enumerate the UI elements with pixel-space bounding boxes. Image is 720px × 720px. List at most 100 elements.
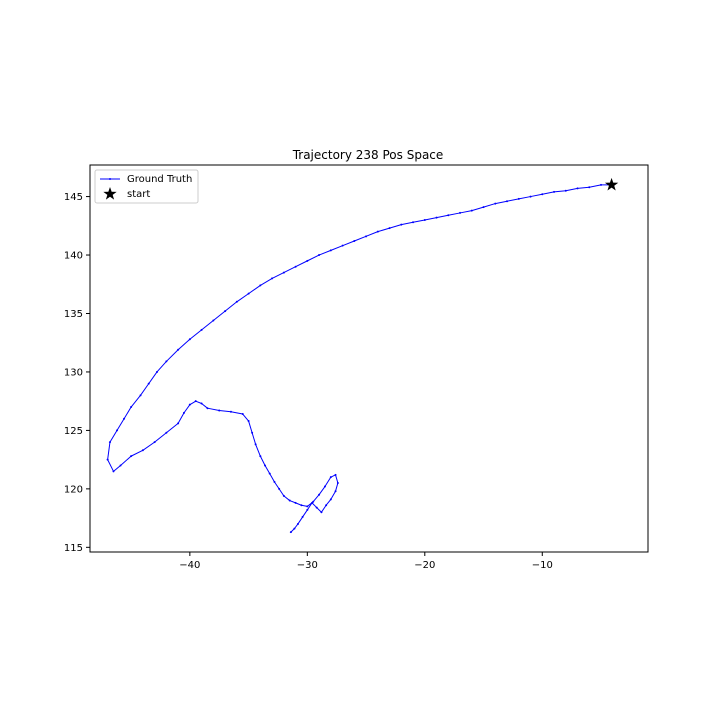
series-point xyxy=(296,522,299,525)
series-point xyxy=(212,319,215,322)
series-point xyxy=(353,239,356,242)
series-point xyxy=(288,499,291,502)
series-point xyxy=(553,190,556,193)
series-point xyxy=(529,195,532,198)
series-point xyxy=(325,504,328,507)
x-tick-label: −30 xyxy=(297,560,318,571)
series-point xyxy=(271,277,274,280)
series-point xyxy=(320,511,323,514)
y-tick-label: 115 xyxy=(64,543,83,554)
series-point xyxy=(188,403,191,406)
series-point xyxy=(334,473,337,476)
series-point xyxy=(365,235,368,238)
series-point xyxy=(588,186,591,189)
series-point xyxy=(576,187,579,190)
series-point xyxy=(315,506,318,509)
series-layer xyxy=(106,177,619,534)
x-tick-label: −40 xyxy=(179,560,200,571)
series-point xyxy=(218,409,221,412)
y-tick-label: 145 xyxy=(64,192,83,203)
series-point xyxy=(259,284,262,287)
series-point xyxy=(139,394,142,397)
series-point xyxy=(106,458,109,461)
series-point xyxy=(294,265,297,268)
series-point xyxy=(273,480,276,483)
series-point xyxy=(247,420,250,423)
series-point xyxy=(177,348,180,351)
series-point xyxy=(224,310,227,313)
series-point xyxy=(301,515,304,518)
series-point xyxy=(600,183,603,186)
series-point xyxy=(564,189,567,192)
series-point xyxy=(494,202,497,205)
series-point xyxy=(329,476,332,479)
series-point xyxy=(323,485,326,488)
series-point xyxy=(282,271,285,274)
series-point xyxy=(482,206,485,209)
series-point xyxy=(294,501,297,504)
x-tick-label: −20 xyxy=(414,560,435,571)
series-point xyxy=(119,464,122,467)
x-tick-label: −10 xyxy=(532,560,553,571)
plot-frame xyxy=(89,164,649,553)
series-point xyxy=(376,230,379,233)
legend-box xyxy=(94,169,199,204)
y-axis-ticks: 115 120 125 130 135 140 145 xyxy=(64,192,90,554)
series-point xyxy=(329,498,332,501)
start-marker xyxy=(604,177,619,191)
series-point xyxy=(318,254,321,257)
y-tick-label: 130 xyxy=(64,367,83,378)
series-point xyxy=(200,328,203,331)
series-point xyxy=(182,411,185,414)
series-point xyxy=(388,227,391,230)
series-point xyxy=(241,413,244,416)
series-point xyxy=(116,429,119,432)
series-point xyxy=(123,417,126,420)
x-axis-ticks: −40 −30 −20 −10 xyxy=(179,552,553,571)
series-point xyxy=(155,370,158,373)
series-point xyxy=(108,441,111,444)
series-point xyxy=(153,441,156,444)
series-point xyxy=(188,338,191,341)
series-point xyxy=(341,244,344,247)
series-point xyxy=(282,494,285,497)
series-point xyxy=(130,455,133,458)
chart-title: Trajectory 238 Pos Space xyxy=(292,148,444,162)
series-point xyxy=(251,431,254,434)
series-point xyxy=(541,193,544,196)
series-point xyxy=(300,504,303,507)
series-point xyxy=(336,482,339,485)
y-tick-label: 135 xyxy=(64,309,83,320)
series-point xyxy=(289,531,292,534)
legend-marker-start xyxy=(103,187,117,200)
series-point xyxy=(318,493,321,496)
series-point xyxy=(206,407,209,410)
series-point xyxy=(259,455,262,458)
series-point xyxy=(517,197,520,200)
series-point xyxy=(200,402,203,405)
series-point xyxy=(130,406,133,409)
series-point xyxy=(311,501,314,504)
y-tick-label: 120 xyxy=(64,484,83,495)
series-point xyxy=(334,490,337,493)
series-point xyxy=(112,470,115,473)
series-point xyxy=(470,209,473,212)
series-point xyxy=(506,200,509,203)
series-point xyxy=(412,221,415,224)
series-point xyxy=(165,431,168,434)
series-line-ground-truth xyxy=(107,184,612,533)
legend: Ground Truth start xyxy=(94,169,199,204)
legend-label-ground-truth: Ground Truth xyxy=(127,174,192,185)
legend-marker-ground-truth xyxy=(109,178,111,180)
series-point xyxy=(147,382,150,385)
series-point xyxy=(400,223,403,226)
series-point xyxy=(165,360,168,363)
series-point xyxy=(247,292,250,295)
series-point xyxy=(141,449,144,452)
series-point xyxy=(306,508,309,511)
series-point xyxy=(177,422,180,425)
series-point xyxy=(268,472,271,475)
series-point xyxy=(447,214,450,217)
series-point xyxy=(229,410,232,413)
